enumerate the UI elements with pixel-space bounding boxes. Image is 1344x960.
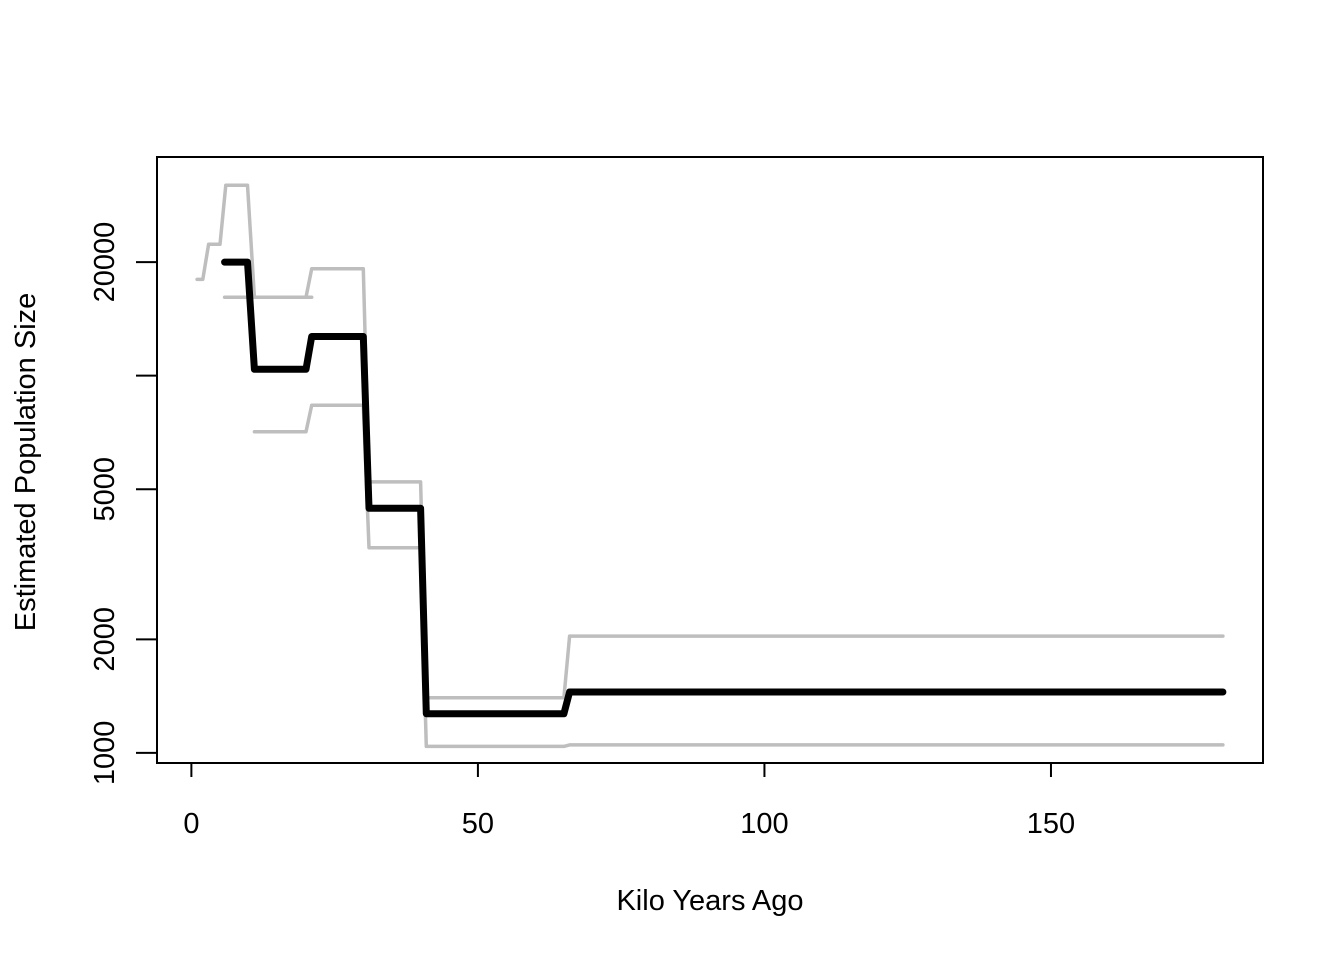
x-axis: 0 50 100 150 [183, 763, 1075, 840]
x-axis-label: Kilo Years Ago [616, 885, 803, 917]
upper-bound-line [195, 183, 1225, 700]
y-tick-label: 5000 [89, 457, 121, 522]
x-tick-label: 50 [462, 808, 494, 840]
y-axis-label: Estimated Population Size [10, 293, 42, 632]
x-tick-label: 100 [740, 808, 788, 840]
y-tick-label: 1000 [89, 721, 121, 786]
y-tick-label: 20000 [89, 222, 121, 303]
x-tick-label: 0 [183, 808, 199, 840]
lower-bound-line [252, 403, 1225, 749]
plot-frame [156, 156, 1264, 764]
estimate-line [221, 258, 1227, 718]
plot-series [195, 183, 1227, 749]
y-axis: 1000 2000 5000 20000 [89, 222, 157, 785]
y-tick-label: 2000 [89, 607, 121, 672]
x-tick-label: 150 [1027, 808, 1075, 840]
